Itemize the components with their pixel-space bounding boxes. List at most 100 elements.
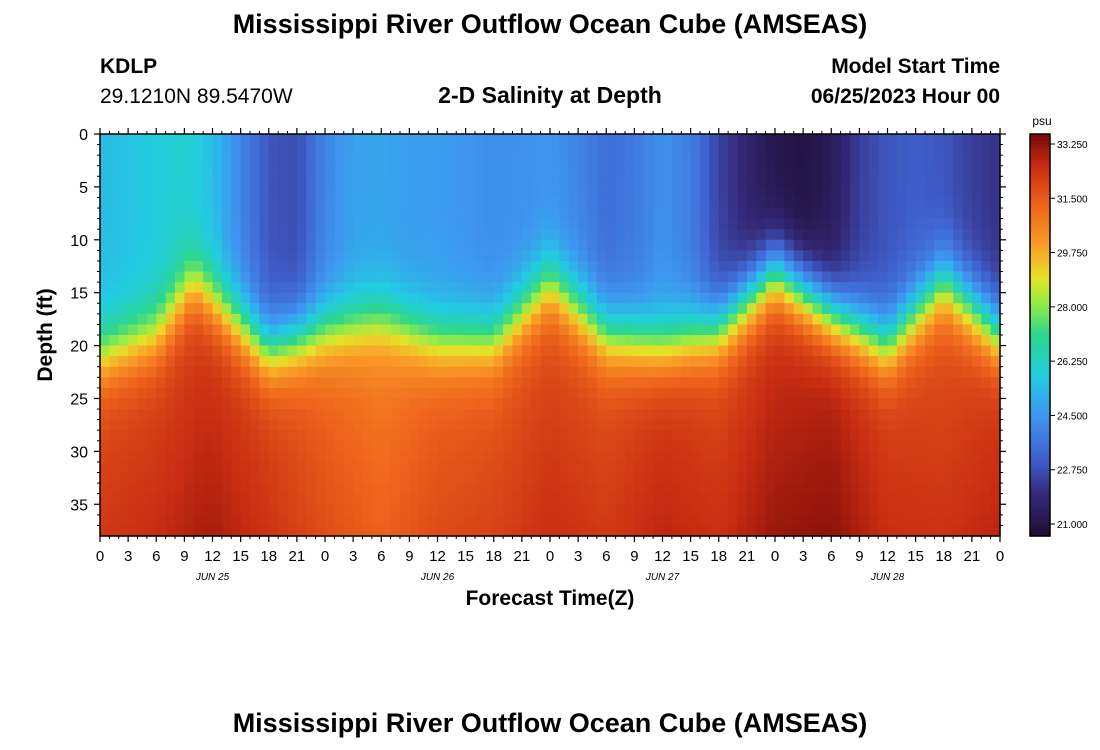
heatmap-cell xyxy=(137,292,148,304)
heatmap-cell xyxy=(793,409,804,421)
model-start-label: Model Start Time xyxy=(831,55,1000,78)
heatmap-cell xyxy=(521,197,532,209)
heatmap-cell xyxy=(615,239,626,251)
heatmap-cell xyxy=(793,218,804,230)
heatmap-cell xyxy=(925,504,935,516)
heatmap-cell xyxy=(821,313,832,326)
heatmap-cell xyxy=(821,324,832,336)
heatmap-cell xyxy=(362,345,373,357)
heatmap-cell xyxy=(278,229,289,241)
heatmap-cell xyxy=(503,366,514,378)
heatmap-cell xyxy=(540,260,551,273)
heatmap-cell xyxy=(606,186,617,199)
heatmap-cell xyxy=(765,324,776,336)
heatmap-cell xyxy=(568,419,579,431)
heatmap-cell xyxy=(906,239,917,251)
heatmap-cell xyxy=(671,440,682,452)
heatmap-cell xyxy=(118,324,129,336)
heatmap-cell xyxy=(690,504,701,516)
heatmap-cell xyxy=(409,493,420,505)
x-tick-label: 21 xyxy=(964,548,981,565)
heatmap-cell xyxy=(203,451,214,463)
heatmap-cell xyxy=(484,239,495,251)
heatmap-cell xyxy=(587,335,598,347)
colorbar-segment xyxy=(1030,288,1050,293)
heatmap-cell xyxy=(418,377,429,389)
heatmap-cell xyxy=(221,335,232,347)
heatmap-cell xyxy=(212,155,223,167)
colorbar-segment xyxy=(1030,338,1050,343)
heatmap-cell xyxy=(990,282,1001,294)
heatmap-cell xyxy=(718,197,729,209)
heatmap-cell xyxy=(943,525,954,537)
colorbar-segment xyxy=(1030,408,1050,413)
heatmap-cell xyxy=(193,451,204,463)
heatmap-cell xyxy=(887,514,898,527)
heatmap-cell xyxy=(521,186,532,199)
heatmap-cell xyxy=(484,504,495,516)
heatmap-cell xyxy=(503,134,514,146)
heatmap-cell xyxy=(362,472,373,484)
heatmap-cell xyxy=(221,377,232,389)
heatmap-cell xyxy=(456,356,467,368)
heatmap-cell xyxy=(278,377,289,389)
heatmap-cell xyxy=(212,493,223,505)
heatmap-cell xyxy=(868,356,879,368)
heatmap-cell xyxy=(775,197,785,209)
heatmap-cell xyxy=(343,440,354,452)
chart-subtitle: 2-D Salinity at Depth xyxy=(438,82,662,108)
heatmap-cell xyxy=(728,282,739,294)
heatmap-cell xyxy=(287,430,298,442)
heatmap-cell xyxy=(531,419,542,431)
heatmap-cell xyxy=(812,409,823,421)
heatmap-cell xyxy=(503,335,514,347)
heatmap-cell xyxy=(718,292,729,304)
heatmap-cell xyxy=(409,250,420,262)
heatmap-cell xyxy=(681,419,692,431)
heatmap-cell xyxy=(737,197,748,209)
heatmap-cell xyxy=(268,345,279,357)
heatmap-cell xyxy=(175,345,185,357)
heatmap-cell xyxy=(362,451,373,463)
heatmap-cell xyxy=(934,409,945,421)
heatmap-cell xyxy=(709,504,720,516)
heatmap-cell xyxy=(550,483,560,495)
heatmap-cell xyxy=(971,472,982,484)
heatmap-cell xyxy=(418,419,429,431)
heatmap-cell xyxy=(484,483,495,495)
heatmap-cell xyxy=(156,155,167,167)
heatmap-cell xyxy=(550,387,560,400)
heatmap-cell xyxy=(962,366,973,378)
x-tick-label: 12 xyxy=(204,548,221,565)
heatmap-cell xyxy=(175,366,185,378)
heatmap-cell xyxy=(240,239,251,251)
heatmap-cell xyxy=(981,165,992,177)
heatmap-cell xyxy=(268,250,279,262)
heatmap-cell xyxy=(681,493,692,505)
heatmap-cell xyxy=(981,440,992,452)
heatmap-cell xyxy=(709,155,720,167)
heatmap-cell xyxy=(175,208,185,220)
colorbar-segment xyxy=(1030,224,1050,229)
heatmap-cell xyxy=(456,292,467,304)
heatmap-cell xyxy=(315,134,326,146)
heatmap-cell xyxy=(512,472,523,484)
heatmap-cell xyxy=(175,165,185,177)
heatmap-cell xyxy=(343,493,354,505)
heatmap-cell xyxy=(671,303,682,315)
heatmap-cell xyxy=(512,525,523,537)
heatmap-cell xyxy=(606,345,617,357)
heatmap-cell xyxy=(775,239,785,251)
heatmap-cell xyxy=(465,165,476,177)
heatmap-cell xyxy=(118,239,129,251)
colorbar-segment xyxy=(1030,331,1050,336)
heatmap-cell xyxy=(381,144,392,156)
heatmap-cell xyxy=(784,282,795,294)
heatmap-cell xyxy=(662,250,673,262)
heatmap-cell xyxy=(662,303,673,315)
heatmap-cell xyxy=(868,387,879,400)
heatmap-cell xyxy=(484,430,495,442)
heatmap-cell xyxy=(231,176,242,188)
heatmap-cell xyxy=(915,239,926,251)
heatmap-cell xyxy=(353,165,364,177)
